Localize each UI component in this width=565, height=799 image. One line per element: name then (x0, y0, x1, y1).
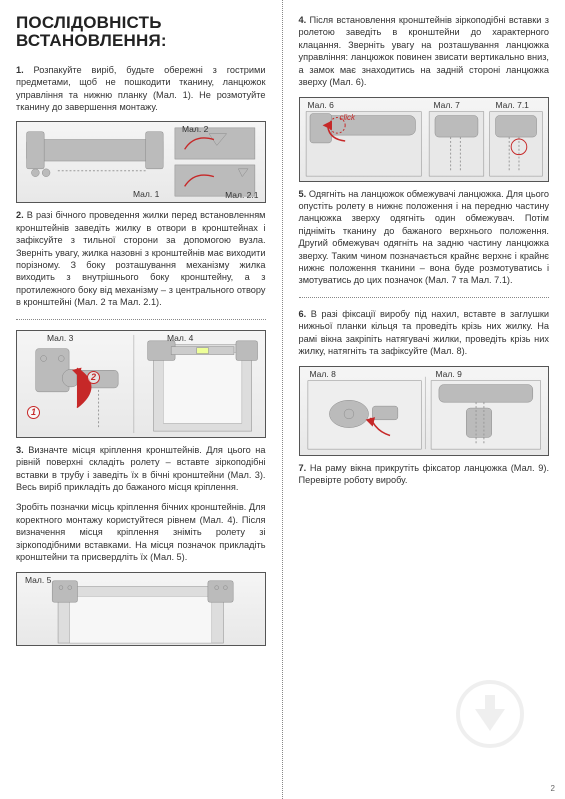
fig6-label: Мал. 6 (308, 100, 334, 110)
page-root: ПОСЛІДОВНІСТЬ ВСТАНОВЛЕННЯ: 1. Розпакуйт… (0, 0, 565, 799)
left-divider-1 (16, 319, 266, 320)
fig21-label: Мал. 2.1 (225, 190, 258, 200)
figure-5-svg (17, 573, 265, 645)
step-4-text: 4. Після встановлення кронштейнів зіркоп… (299, 14, 550, 89)
fig7-label: Мал. 7 (434, 100, 460, 110)
marker-1: 1 (27, 406, 40, 419)
fig8-label: Мал. 8 (310, 369, 336, 379)
step-3-num: 3. (16, 445, 24, 455)
step-1-num: 1. (16, 65, 24, 75)
figure-1-2: Мал. 1 Мал. 2 Мал. 2.1 (16, 121, 266, 203)
step-4-num: 4. (299, 15, 307, 25)
main-heading: ПОСЛІДОВНІСТЬ ВСТАНОВЛЕННЯ: (16, 14, 266, 50)
fig71-label: Мал. 7.1 (496, 100, 529, 110)
step-7-body: На раму вікна прикрутіть фіксатор ланцюж… (299, 463, 550, 485)
figure-3-4-svg (17, 331, 265, 437)
step-1-body: Розпакуйте виріб, будьте обережні з гост… (16, 65, 266, 112)
step-3-text: 3. Визначте місця кріплення кронштейнів.… (16, 444, 266, 494)
step-2-body: В разі бічного проведення жилки перед вс… (16, 210, 266, 307)
figure-3-4: Мал. 3 Мал. 4 1 2 (16, 330, 266, 438)
step-5-body: Одягніть на ланцюжок обмежувачі ланцюжка… (299, 189, 550, 286)
fig4-label: Мал. 4 (167, 333, 193, 343)
step-5-num: 5. (299, 189, 307, 199)
step-6-text: 6. В разі фіксації виробу під нахил, вст… (299, 308, 550, 358)
step-7-text: 7. На раму вікна прикрутіть фіксатор лан… (299, 462, 550, 487)
fig3-label: Мал. 3 (47, 333, 73, 343)
fig9-label: Мал. 9 (436, 369, 462, 379)
figure-5: Мал. 5 (16, 572, 266, 646)
fig2-label: Мал. 2 (182, 124, 208, 134)
step-3-body: Визначте місця кріплення кронштейнів. Дл… (16, 445, 266, 492)
left-column: ПОСЛІДОВНІСТЬ ВСТАНОВЛЕННЯ: 1. Розпакуйт… (0, 0, 283, 799)
right-column: 4. Після встановлення кронштейнів зіркоп… (283, 0, 565, 799)
figure-8-9-svg (300, 367, 549, 455)
step-2-text: 2. В разі бічного проведення жилки перед… (16, 209, 266, 308)
fig5-label: Мал. 5 (25, 575, 51, 585)
marker-2: 2 (87, 371, 100, 384)
step-6-num: 6. (299, 309, 307, 319)
step-5-text: 5. Одягніть на ланцюжок обмежувачі ланцю… (299, 188, 550, 287)
page-number: 2 (551, 784, 555, 793)
step-2-num: 2. (16, 210, 24, 220)
step-7-num: 7. (299, 463, 307, 473)
figure-8-9: Мал. 8 Мал. 9 (299, 366, 550, 456)
right-divider-1 (299, 297, 550, 298)
step-3b-text: Зробіть позначки місць кріплення бічних … (16, 501, 266, 563)
step-6-body: В разі фіксації виробу під нахил, вставт… (299, 309, 550, 356)
step-1-text: 1. Розпакуйте виріб, будьте обережні з г… (16, 64, 266, 114)
figure-6-7: Мал. 6 Мал. 7 Мал. 7.1 click (299, 97, 550, 182)
fig1-label: Мал. 1 (133, 189, 159, 199)
click-label: click (340, 113, 356, 122)
figure-6-7-svg (300, 98, 549, 181)
step-4-body: Після встановлення кронштейнів зіркоподі… (299, 15, 550, 87)
